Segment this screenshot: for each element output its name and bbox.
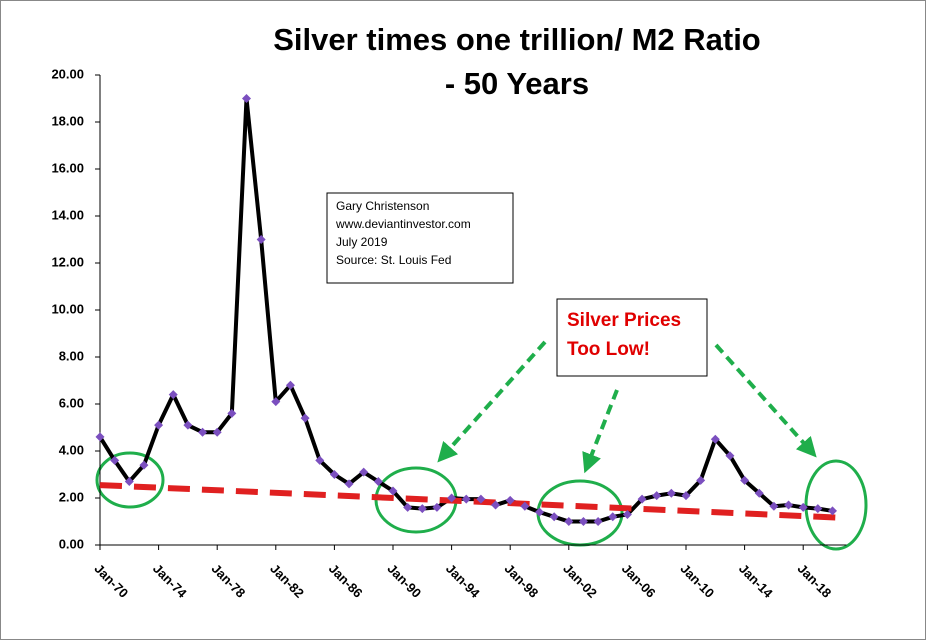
marker — [344, 479, 354, 489]
marker — [637, 494, 647, 504]
marker — [315, 455, 325, 465]
circle — [804, 459, 868, 551]
marker — [828, 506, 837, 516]
line — [98, 96, 833, 524]
circle — [536, 479, 624, 547]
marker — [593, 517, 603, 526]
marker — [373, 477, 383, 487]
marker — [242, 94, 251, 103]
marker — [769, 501, 779, 511]
marker — [505, 495, 515, 505]
marker — [608, 512, 618, 522]
x-tick-label: Jan-78 — [209, 561, 249, 601]
marker — [725, 451, 735, 461]
marker — [461, 494, 471, 504]
marker — [183, 420, 193, 430]
circle — [95, 451, 165, 509]
callout: Silver Prices — [567, 310, 681, 331]
y-tick-label: 10.00 — [51, 301, 84, 316]
arrow — [437, 340, 547, 463]
marker — [549, 512, 559, 522]
marker — [329, 470, 339, 479]
marker — [740, 475, 750, 485]
y-tick-label: 20.00 — [51, 66, 84, 81]
x-tick-label: Jan-70 — [91, 561, 131, 601]
marker — [754, 488, 764, 498]
marker — [813, 504, 823, 514]
y-tick-label: 14.00 — [51, 207, 84, 222]
marker — [110, 455, 120, 465]
note: July 2019 — [336, 235, 388, 249]
x-tick-label: Jan-14 — [736, 561, 776, 601]
x-tick-label: Jan-82 — [267, 561, 307, 601]
marker — [578, 517, 588, 526]
y-tick-label: 12.00 — [51, 254, 84, 269]
chart-subtitle: - 50 Years — [445, 66, 589, 101]
x-tick-label: Jan-94 — [443, 561, 483, 601]
marker — [564, 517, 574, 526]
marker — [784, 500, 794, 510]
y-tick-label: 8.00 — [59, 348, 84, 363]
x-tick-label: Jan-74 — [150, 561, 190, 601]
marker — [359, 467, 369, 477]
marker — [432, 502, 442, 512]
marker — [798, 502, 808, 512]
y-tick-label: 2.00 — [59, 489, 84, 504]
marker — [622, 509, 632, 519]
arrow — [582, 389, 619, 474]
marker — [227, 408, 237, 418]
marker — [666, 488, 676, 498]
y-tick-label: 6.00 — [59, 395, 84, 410]
marker — [124, 477, 134, 487]
marker — [198, 427, 208, 437]
marker — [256, 235, 266, 244]
marker — [403, 502, 413, 512]
marker — [520, 501, 530, 511]
marker — [696, 475, 706, 485]
x-tick-label: Jan-02 — [560, 561, 600, 601]
marker — [139, 460, 149, 470]
arrow — [714, 343, 817, 458]
marker — [154, 420, 164, 430]
marker — [285, 380, 295, 390]
callout-box — [556, 298, 708, 377]
note: www.deviantinvestor.com — [335, 217, 471, 231]
marker — [652, 491, 662, 501]
marker — [417, 504, 427, 514]
y-tick-label: 0.00 — [59, 536, 84, 551]
note: Gary Christenson — [336, 199, 429, 213]
x-tick-label: Jan-18 — [795, 561, 835, 601]
x-tick-label: Jan-86 — [326, 561, 366, 601]
x-tick-label: Jan-98 — [502, 561, 542, 601]
marker — [168, 390, 178, 400]
callout: Too Low! — [567, 339, 650, 360]
marker — [300, 413, 310, 423]
x-tick-label: Jan-90 — [384, 561, 424, 601]
marker — [271, 397, 281, 407]
note-box — [326, 192, 514, 284]
chart-title: Silver times one trillion/ M2 Ratio — [273, 22, 761, 57]
marker — [388, 486, 398, 496]
marker — [95, 432, 105, 442]
y-tick-label: 16.00 — [51, 160, 84, 175]
marker — [710, 434, 720, 444]
marker — [212, 427, 222, 437]
highlights — [95, 340, 868, 551]
marker — [535, 507, 544, 517]
marker — [447, 493, 457, 503]
y-tick-label: 18.00 — [51, 113, 84, 128]
marker — [681, 491, 691, 501]
y-tick-label: 4.00 — [59, 442, 84, 457]
x-tick-label: Jan-06 — [619, 561, 659, 601]
x-tick-label: Jan-10 — [677, 561, 717, 601]
trend-line — [99, 482, 847, 521]
note: Source: St. Louis Fed — [336, 253, 451, 267]
marker — [476, 494, 486, 504]
marker — [491, 500, 501, 510]
